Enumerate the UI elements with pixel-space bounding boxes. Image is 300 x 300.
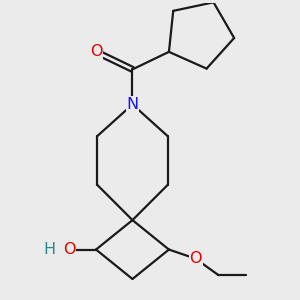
Text: O: O (189, 251, 202, 266)
Text: N: N (126, 97, 139, 112)
Text: H: H (44, 242, 56, 257)
Text: O: O (90, 44, 102, 59)
Text: O: O (63, 242, 76, 257)
